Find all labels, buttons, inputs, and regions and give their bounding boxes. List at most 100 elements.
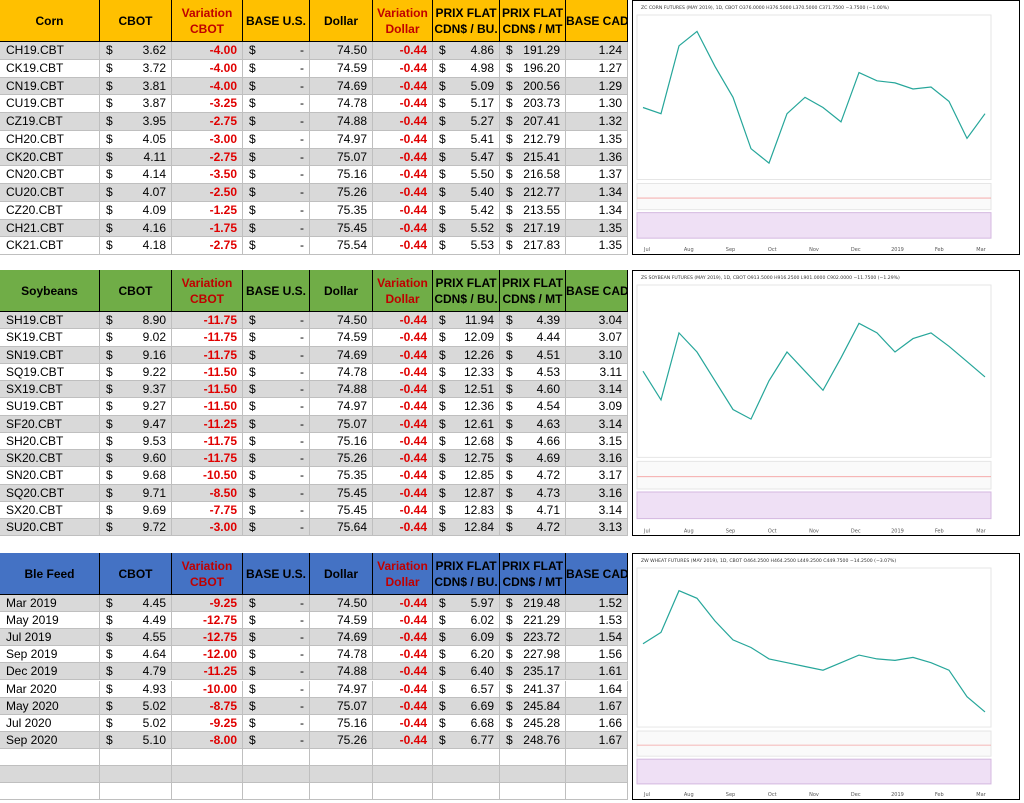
cell-value: 1.30 [598, 96, 622, 111]
header-text: PRIX FLAT [435, 5, 497, 20]
currency-symbol: $ [249, 78, 256, 93]
contract-name: May 2019 [6, 613, 59, 628]
table-cell: -4.00 [172, 59, 243, 78]
table-cell: $12.84 [433, 519, 500, 537]
currency-symbol: $ [506, 114, 513, 128]
cell-value: 4.14 [142, 167, 166, 182]
currency-symbol: $ [106, 238, 113, 253]
cell-value: 3.87 [142, 96, 166, 111]
cell-value: 74.50 [336, 596, 367, 610]
table-cell [500, 783, 566, 801]
table-cell: $12.68 [433, 432, 500, 450]
table-cell [0, 783, 100, 801]
cell-value: 12.85 [463, 468, 494, 483]
currency-symbol: $ [506, 167, 513, 182]
column-header: CBOT [100, 553, 172, 595]
header-line: Variation [373, 558, 432, 574]
table-cell: $ - [243, 450, 310, 468]
table-cell: $5.41 [433, 130, 500, 149]
table-cell: -11.50 [172, 363, 243, 381]
table-cell: $191.29 [500, 42, 566, 60]
x-axis-label: Dec [851, 528, 861, 534]
currency-symbol: $ [506, 451, 513, 465]
cell-value: 1.35 [598, 238, 622, 253]
header-text: Dollar [385, 291, 420, 306]
currency-symbol: $ [249, 485, 256, 500]
cell-value: 3.16 [598, 485, 622, 500]
contract-name: SK19.CBT [6, 330, 63, 345]
currency-symbol: $ [106, 167, 113, 182]
header-text: CDN$ / BU. [434, 291, 498, 306]
cell-value: 12.26 [463, 347, 494, 362]
cell-value: 4.18 [142, 238, 166, 253]
contract-name: SK20.CBT [6, 451, 63, 465]
cell-value: -9.25 [209, 596, 237, 610]
table-cell: -12.00 [172, 646, 243, 664]
table-cell: 3.17 [566, 467, 628, 485]
table-cell [566, 748, 628, 766]
contract-name: SU19.CBT [6, 399, 64, 414]
table-cell: -0.44 [373, 312, 433, 330]
currency-symbol: $ [249, 313, 256, 327]
price-chart: ZC CORN FUTURES (MAY 2019), 1D, CBOT O37… [632, 0, 1020, 255]
table-cell: $ - [243, 646, 310, 664]
x-axis-label: Jul [643, 247, 650, 253]
contract-name: SU20.CBT [6, 520, 64, 534]
table-cell: 75.16 [310, 714, 373, 732]
header-text: Variation [377, 275, 428, 290]
contract-name: SF20.CBT [6, 416, 63, 431]
cell-value: 5.10 [142, 732, 166, 747]
table-cell: 74.88 [310, 381, 373, 399]
table-cell: $12.33 [433, 363, 500, 381]
currency-symbol: $ [439, 399, 446, 414]
cell-value: 3.07 [598, 330, 622, 345]
table-cell: -11.50 [172, 398, 243, 416]
header-line: Variation [172, 5, 242, 21]
cell-value: - [300, 167, 304, 182]
column-header: PRIX FLAT CDN$ / BU. [433, 553, 500, 595]
header-text: CBOT [118, 283, 153, 298]
cell-value: -11.25 [203, 416, 237, 431]
cell-value: 4.93 [142, 681, 166, 696]
table-cell: $5.42 [433, 201, 500, 220]
table-cell: CH19.CBT [0, 42, 100, 60]
cell-value: -8.00 [209, 732, 237, 747]
header-line: CDN$ / MT [500, 21, 565, 37]
table-cell: $212.77 [500, 184, 566, 202]
cell-value: 6.20 [470, 647, 494, 662]
cell-value: -0.44 [399, 433, 427, 448]
cell-value: -0.44 [399, 78, 427, 93]
cell-value: 5.52 [470, 220, 494, 235]
table-cell: $ - [243, 484, 310, 502]
cell-value: 4.73 [536, 485, 560, 500]
table-cell: -3.00 [172, 519, 243, 537]
table-cell: SQ20.CBT [0, 484, 100, 502]
currency-symbol: $ [439, 468, 446, 483]
cell-value: 9.53 [142, 433, 166, 448]
table-cell: -4.00 [172, 42, 243, 60]
currency-symbol: $ [506, 96, 513, 111]
cell-value: 217.83 [523, 238, 560, 253]
table-cell: SQ19.CBT [0, 363, 100, 381]
table-cell: 1.52 [566, 595, 628, 613]
header-line: PRIX FLAT [433, 275, 499, 291]
cell-value: 75.45 [336, 485, 367, 500]
header-text: Variation [181, 275, 233, 290]
table-cell: $ - [243, 363, 310, 381]
table-cell: -11.75 [172, 346, 243, 364]
table-cell: $9.68 [100, 467, 172, 485]
table-cell: $4.64 [100, 646, 172, 664]
cell-value: 74.97 [336, 131, 367, 146]
currency-symbol: $ [106, 149, 113, 164]
table-cell: $4.69 [500, 450, 566, 468]
cell-value: 75.35 [336, 468, 367, 483]
price-chart: ZS SOYBEAN FUTURES (MAY 2019), 1D, CBOT … [632, 270, 1020, 537]
table-cell [566, 766, 628, 784]
cell-value: 4.98 [470, 60, 494, 75]
header-line: CDN$ / BU. [433, 291, 499, 307]
cell-value: 12.75 [463, 451, 494, 465]
cell-value: 74.78 [336, 96, 367, 111]
table-cell: $213.55 [500, 201, 566, 220]
table-cell: -0.44 [373, 201, 433, 220]
table-cell: 1.35 [566, 219, 628, 238]
